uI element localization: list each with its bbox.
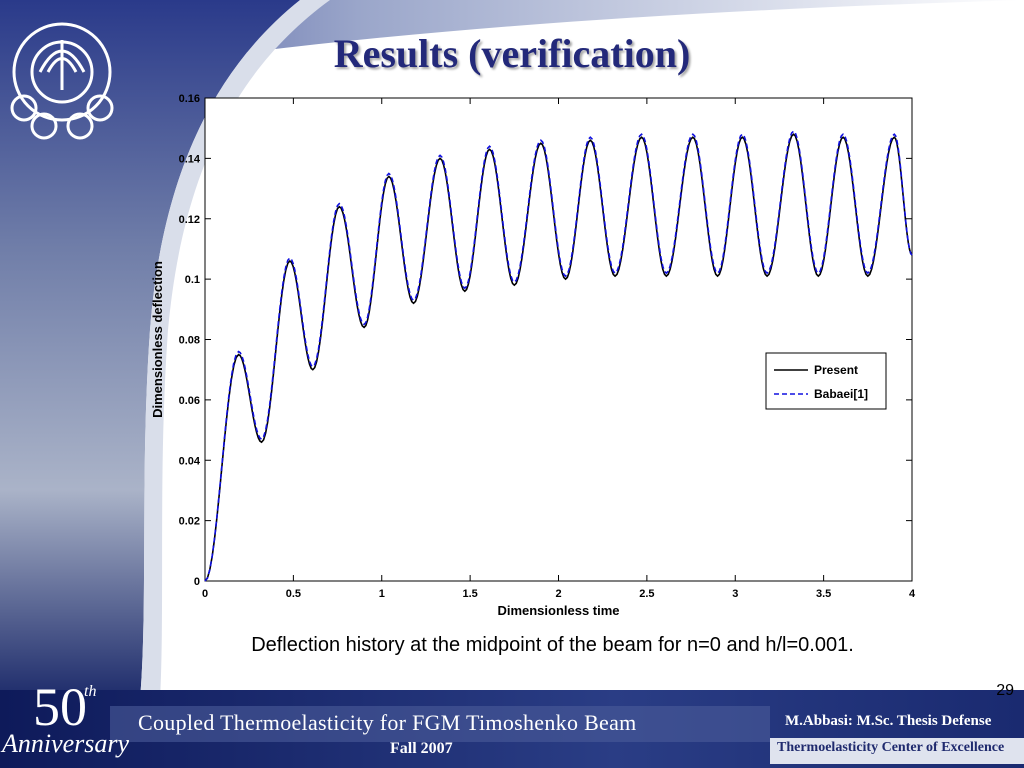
anniversary-suffix: th xyxy=(84,683,97,700)
x-tick-label: 2.5 xyxy=(639,588,654,600)
slide-title: Results (verification) xyxy=(333,31,691,76)
y-tick-label: 0.04 xyxy=(179,455,201,467)
plot-area xyxy=(204,97,913,582)
y-tick-label: 0.06 xyxy=(179,395,200,407)
y-tick-label: 0.08 xyxy=(179,335,200,347)
y-tick-label: 0 xyxy=(194,576,200,588)
x-tick-label: 1.5 xyxy=(462,588,477,600)
x-tick-label: 0.5 xyxy=(286,588,301,600)
y-tick-label: 0.1 xyxy=(185,274,200,286)
university-logo-icon xyxy=(10,22,114,140)
y-tick-label: 0.16 xyxy=(179,93,200,105)
deflection-chart: 0 0.5 1 1.5 2 2.5 3 3.5 4 0 0.02 0.04 0.06 0.08 0.1 0.1… xyxy=(150,93,916,618)
x-tick-label: 4 xyxy=(909,588,916,600)
anniversary-word: Anniversary xyxy=(2,729,130,758)
legend-label: Babaei[1] xyxy=(814,387,868,401)
x-tick-label: 1 xyxy=(379,588,385,600)
footer-author: M.Abbasi: M.Sc. Thesis Defense xyxy=(785,713,992,729)
anniversary-number: 50 xyxy=(33,677,87,737)
x-tick-label: 0 xyxy=(202,588,208,600)
footer-title: Coupled Thermoelasticity for FGM Timoshe… xyxy=(138,710,637,735)
footer-center: Thermoelasticity Center of Excellence xyxy=(777,740,1005,755)
y-axis-label: Dimensionless deflection xyxy=(150,261,165,418)
x-tick-label: 3.5 xyxy=(816,588,831,600)
figure-caption: Deflection history at the midpoint of th… xyxy=(251,634,854,656)
y-tick-label: 0.12 xyxy=(179,214,200,226)
series-line-present xyxy=(204,133,913,582)
footer-term: Fall 2007 xyxy=(390,740,453,757)
legend-label: Present xyxy=(814,363,858,377)
page-number: 29 xyxy=(996,682,1014,699)
y-tick-label: 0.02 xyxy=(179,516,200,528)
x-tick-label: 3 xyxy=(732,588,738,600)
x-tick-label: 2 xyxy=(555,588,561,600)
y-tick-label: 0.14 xyxy=(179,153,201,165)
legend-box xyxy=(765,352,887,410)
series-line-babaei xyxy=(204,130,913,582)
x-axis-label: Dimensionless time xyxy=(497,603,619,618)
